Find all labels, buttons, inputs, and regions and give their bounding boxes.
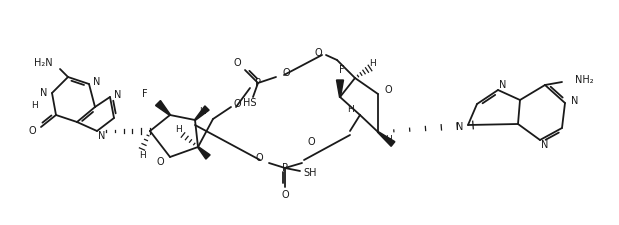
- Text: O: O: [255, 153, 263, 163]
- Text: N: N: [500, 80, 507, 90]
- Text: O: O: [156, 157, 164, 167]
- Text: H: H: [32, 101, 38, 110]
- Polygon shape: [197, 147, 210, 159]
- Text: H: H: [175, 126, 181, 135]
- Polygon shape: [155, 101, 170, 115]
- Text: P: P: [282, 163, 288, 173]
- Text: O: O: [28, 126, 36, 136]
- Text: N: N: [93, 77, 101, 87]
- Text: H: H: [140, 151, 146, 160]
- Text: H: H: [370, 58, 376, 68]
- Text: NH₂: NH₂: [575, 75, 594, 85]
- Polygon shape: [337, 80, 344, 97]
- Text: H: H: [199, 108, 206, 117]
- Text: H: H: [348, 104, 354, 113]
- Text: N: N: [115, 90, 122, 100]
- Text: O: O: [384, 85, 392, 95]
- Text: SH: SH: [303, 168, 317, 178]
- Text: O: O: [233, 99, 241, 109]
- Polygon shape: [194, 106, 209, 120]
- Text: N: N: [541, 140, 548, 150]
- Text: O: O: [281, 190, 289, 200]
- Polygon shape: [378, 132, 395, 146]
- Text: N: N: [40, 88, 48, 98]
- Text: P: P: [255, 78, 261, 88]
- Text: N: N: [456, 122, 464, 132]
- Text: HS: HS: [243, 98, 257, 108]
- Text: O: O: [314, 48, 322, 58]
- Text: F: F: [339, 65, 345, 75]
- Text: H: H: [384, 135, 391, 144]
- Text: H₂N: H₂N: [33, 58, 53, 68]
- Text: F: F: [142, 89, 148, 99]
- Text: O: O: [307, 137, 315, 147]
- Text: N: N: [571, 96, 579, 106]
- Text: O: O: [233, 58, 241, 68]
- Text: O: O: [282, 68, 290, 78]
- Text: N: N: [98, 131, 106, 141]
